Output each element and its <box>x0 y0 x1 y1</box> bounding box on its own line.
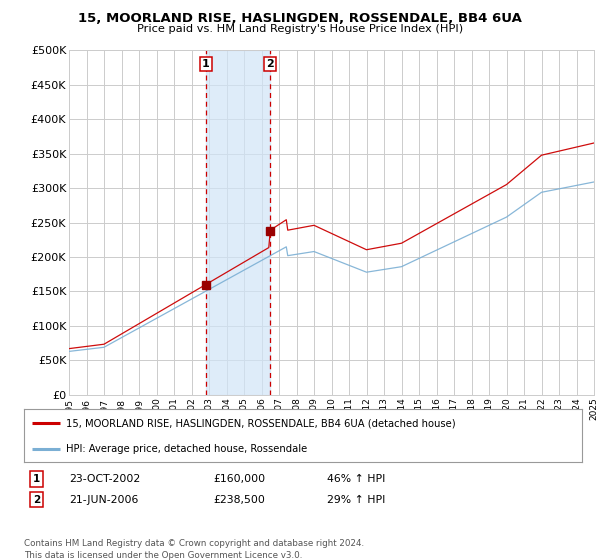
Text: 1: 1 <box>202 59 209 69</box>
Text: 21-JUN-2006: 21-JUN-2006 <box>69 494 139 505</box>
Text: 15, MOORLAND RISE, HASLINGDEN, ROSSENDALE, BB4 6UA: 15, MOORLAND RISE, HASLINGDEN, ROSSENDAL… <box>78 12 522 25</box>
Text: 2: 2 <box>266 59 274 69</box>
Text: £160,000: £160,000 <box>213 474 265 484</box>
Text: 2: 2 <box>33 494 40 505</box>
Text: 29% ↑ HPI: 29% ↑ HPI <box>327 494 385 505</box>
Text: Price paid vs. HM Land Registry's House Price Index (HPI): Price paid vs. HM Land Registry's House … <box>137 24 463 34</box>
Bar <box>206 50 270 395</box>
Text: 23-OCT-2002: 23-OCT-2002 <box>69 474 140 484</box>
Text: £238,500: £238,500 <box>213 494 265 505</box>
Text: 1: 1 <box>33 474 40 484</box>
Text: 46% ↑ HPI: 46% ↑ HPI <box>327 474 385 484</box>
Text: 15, MOORLAND RISE, HASLINGDEN, ROSSENDALE, BB4 6UA (detached house): 15, MOORLAND RISE, HASLINGDEN, ROSSENDAL… <box>66 418 455 428</box>
Text: HPI: Average price, detached house, Rossendale: HPI: Average price, detached house, Ross… <box>66 444 307 454</box>
Text: Contains HM Land Registry data © Crown copyright and database right 2024.
This d: Contains HM Land Registry data © Crown c… <box>24 539 364 559</box>
